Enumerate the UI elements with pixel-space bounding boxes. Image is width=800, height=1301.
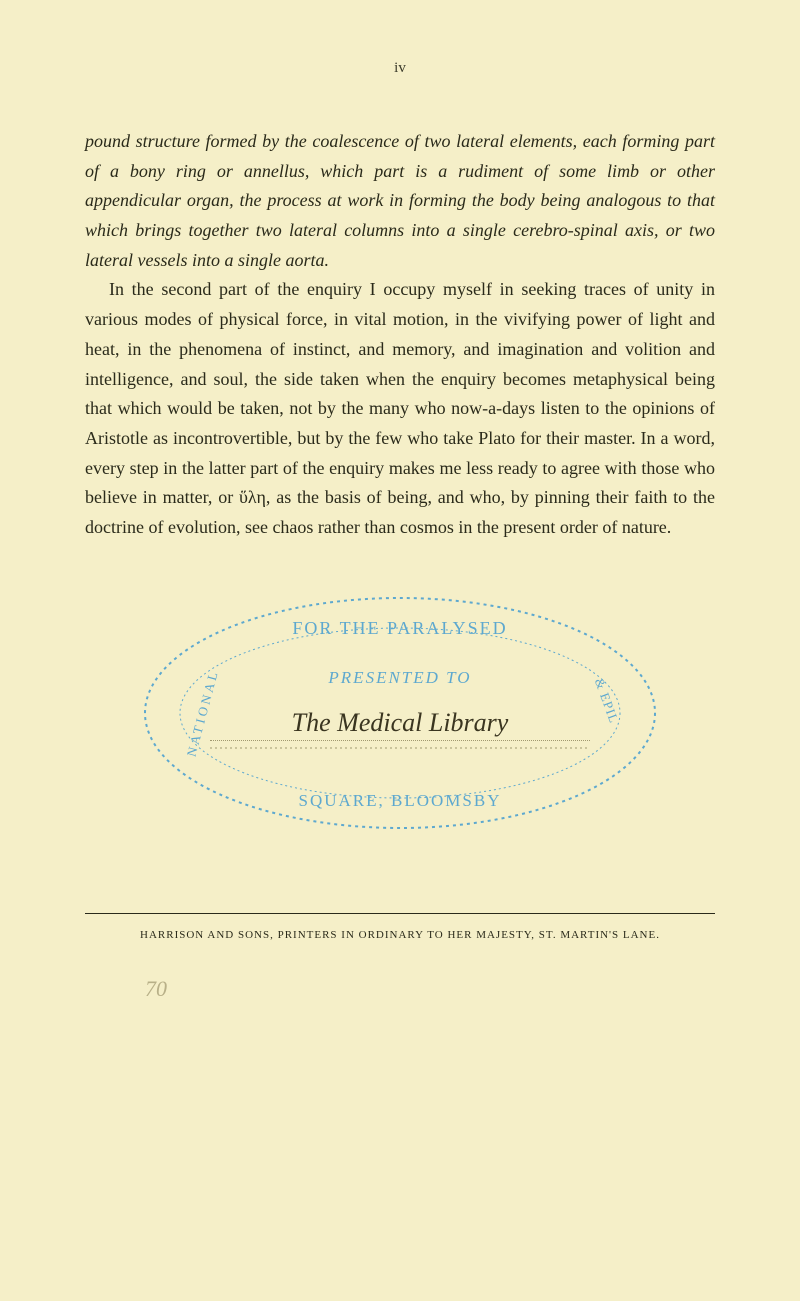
stamp-bottom-text: SQUARE, BLOOMSBY [299,791,502,811]
paragraph-1: pound structure formed by the coalescenc… [85,127,715,275]
paragraph-2: In the second part of the enquiry I occu… [85,275,715,542]
stamp-oval: FOR THE PARALYSED PRESENTED TO The Medic… [140,593,660,833]
footer-text: HARRISON AND SONS, PRINTERS IN ORDINARY … [85,929,715,941]
stamp-top-text: FOR THE PARALYSED [292,618,507,639]
footer-divider [85,913,715,914]
document-page: iv pound structure formed by the coalesc… [0,0,800,1042]
stamp-handwriting: The Medical Library [210,708,590,741]
stamp-presented-text: PRESENTED TO [328,668,471,688]
body-text: pound structure formed by the coalescenc… [85,127,715,543]
bottom-mark: 70 [145,976,715,1002]
library-stamp: FOR THE PARALYSED PRESENTED TO The Medic… [85,573,715,853]
page-number: iv [85,60,715,77]
